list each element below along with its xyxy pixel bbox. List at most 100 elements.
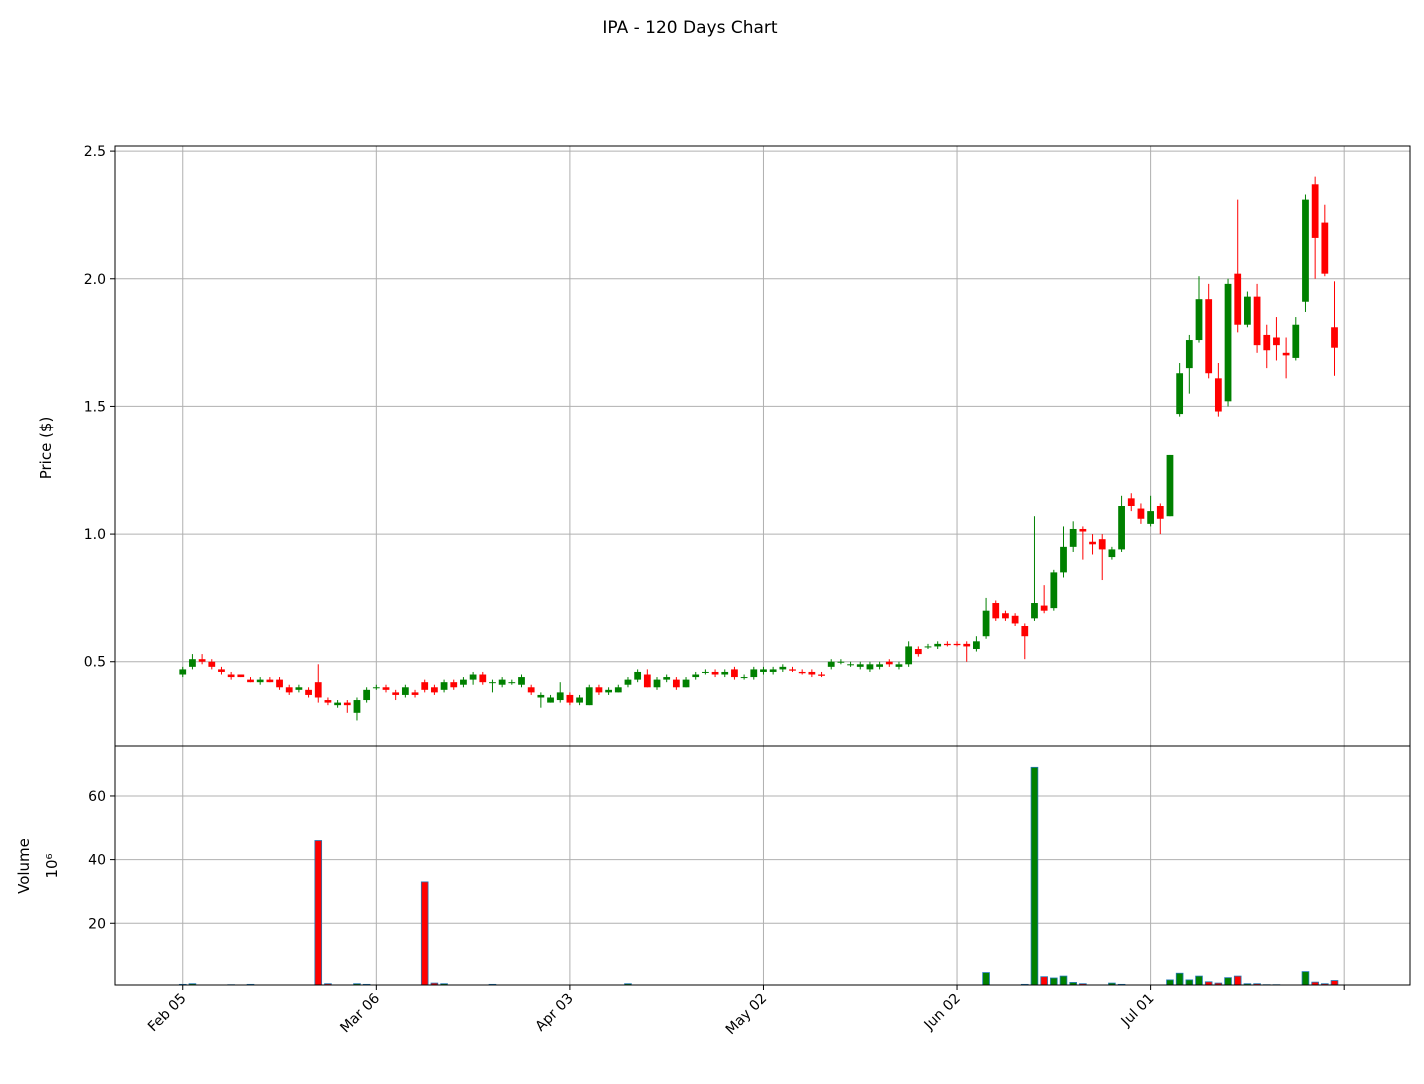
- candle-body: [885, 661, 893, 665]
- candle-body: [256, 679, 264, 683]
- volume-bar: [1079, 983, 1087, 985]
- candle-body: [1002, 613, 1009, 619]
- candle-body: [189, 659, 196, 667]
- candle-body: [1302, 199, 1309, 302]
- volume-bar: [847, 986, 854, 987]
- candle-body: [1156, 506, 1164, 519]
- candle-body: [711, 671, 719, 675]
- volume-bar: [188, 983, 197, 985]
- candles: [179, 176, 1338, 721]
- volume-bar: [867, 986, 874, 987]
- candle-body: [498, 679, 506, 685]
- volume-bar: [508, 986, 515, 987]
- volume-bar: [682, 984, 690, 985]
- candle-body: [943, 643, 951, 646]
- volume-bar: [528, 986, 535, 987]
- candle-body: [702, 671, 709, 673]
- volume-bar: [963, 986, 970, 987]
- candle-body: [740, 677, 748, 679]
- volume-bar: [799, 986, 806, 987]
- y-axis-label: Price ($): [37, 417, 55, 480]
- candle-body: [914, 648, 922, 655]
- volume-bar: [634, 986, 641, 987]
- volume-bar: [286, 986, 293, 987]
- candle-body: [982, 610, 990, 637]
- candle-body: [721, 671, 729, 675]
- candle-body: [1205, 299, 1213, 374]
- y-tick-label: 2.0: [84, 272, 106, 288]
- volume-bar: [430, 982, 439, 985]
- candle-body: [1253, 296, 1261, 346]
- candle-body: [866, 664, 874, 670]
- candle-body: [1050, 572, 1058, 609]
- volume-bar: [1233, 975, 1242, 985]
- volume-bar: [789, 986, 796, 987]
- candle-body: [372, 687, 380, 689]
- candle-body: [798, 671, 806, 674]
- volume-bar: [662, 984, 671, 985]
- volume-bar: [818, 986, 825, 987]
- volume-bar: [857, 986, 864, 987]
- volume-bar: [712, 986, 719, 987]
- candle-body: [179, 669, 187, 675]
- volume-tick-label: 20: [88, 916, 106, 932]
- candle-body: [605, 689, 612, 693]
- volume-bar: [237, 986, 244, 987]
- volume-bars: [178, 766, 1339, 987]
- candle-body: [653, 679, 661, 688]
- candle-body: [218, 669, 225, 672]
- candle-body: [208, 661, 216, 667]
- candle-body: [392, 692, 400, 695]
- volume-bar: [402, 986, 409, 987]
- candle-body: [1214, 378, 1222, 412]
- volume-bar: [585, 984, 594, 985]
- candle-body: [760, 669, 767, 672]
- volume-bar: [1185, 979, 1194, 985]
- candle-body: [779, 666, 787, 670]
- candle-body: [1118, 506, 1125, 550]
- candle-body: [1089, 541, 1096, 545]
- candle-body: [324, 700, 332, 703]
- candle-body: [295, 687, 303, 690]
- volume-bar: [411, 984, 419, 985]
- x-tick-label: Jun 02: [921, 991, 964, 1034]
- candle-body: [1108, 549, 1116, 558]
- candle-body: [382, 687, 390, 690]
- volume-bar: [257, 986, 264, 987]
- candle-body: [1069, 528, 1077, 547]
- candle-body: [479, 674, 487, 683]
- candle-body: [634, 671, 642, 680]
- candle-body: [576, 697, 583, 703]
- volume-bar: [275, 984, 284, 985]
- candle-body: [1040, 605, 1048, 611]
- volume-bar: [596, 986, 603, 987]
- y-tick-label: 1.0: [84, 527, 106, 543]
- volume-bar: [479, 986, 486, 987]
- volume-bar: [605, 986, 612, 987]
- candle-body: [992, 603, 1000, 619]
- volume-bar: [992, 986, 999, 987]
- candle-body: [431, 687, 438, 693]
- volume-tick-label: 40: [88, 853, 106, 869]
- candle-body: [440, 682, 448, 690]
- volume-bar: [838, 986, 845, 987]
- candle-body: [1311, 184, 1319, 238]
- volume-bar: [1214, 982, 1223, 985]
- candle-body: [827, 661, 835, 667]
- volume-bar: [972, 984, 981, 985]
- volume-bar: [1050, 977, 1058, 985]
- volume-bar: [876, 986, 883, 987]
- volume-bar: [333, 984, 342, 985]
- candle-body: [343, 702, 351, 706]
- chart-title: IPA - 120 Days Chart: [602, 18, 777, 38]
- candle-body: [672, 679, 680, 688]
- volume-bar: [615, 986, 622, 987]
- volume-bar: [731, 986, 738, 987]
- candle-body: [1263, 334, 1271, 351]
- volume-bar: [314, 840, 323, 985]
- volume-bar: [1292, 984, 1300, 985]
- volume-bar: [1002, 986, 1009, 987]
- x-tick-label: Mar 06: [337, 990, 383, 1036]
- candle-body: [556, 692, 564, 701]
